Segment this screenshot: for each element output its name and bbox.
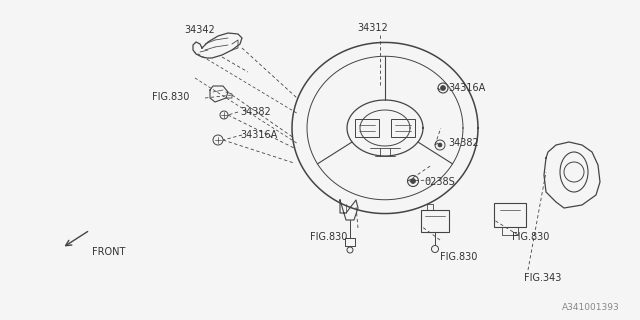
Circle shape	[438, 143, 442, 147]
Text: FIG.830: FIG.830	[152, 92, 189, 102]
Text: FIG.830: FIG.830	[310, 232, 348, 242]
Text: FIG.830: FIG.830	[512, 232, 549, 242]
Text: FRONT: FRONT	[92, 247, 125, 257]
Text: 34316A: 34316A	[240, 130, 277, 140]
Circle shape	[440, 85, 445, 91]
Text: 34316A: 34316A	[448, 83, 485, 93]
Text: 34342: 34342	[184, 25, 216, 35]
Text: FIG.830: FIG.830	[440, 252, 477, 262]
Text: 34382: 34382	[448, 138, 479, 148]
Text: A341001393: A341001393	[563, 303, 620, 313]
Text: FIG.343: FIG.343	[524, 273, 561, 283]
Text: 0238S: 0238S	[424, 177, 455, 187]
Text: 34312: 34312	[358, 23, 388, 33]
Text: 34382: 34382	[240, 107, 271, 117]
Circle shape	[410, 179, 415, 183]
